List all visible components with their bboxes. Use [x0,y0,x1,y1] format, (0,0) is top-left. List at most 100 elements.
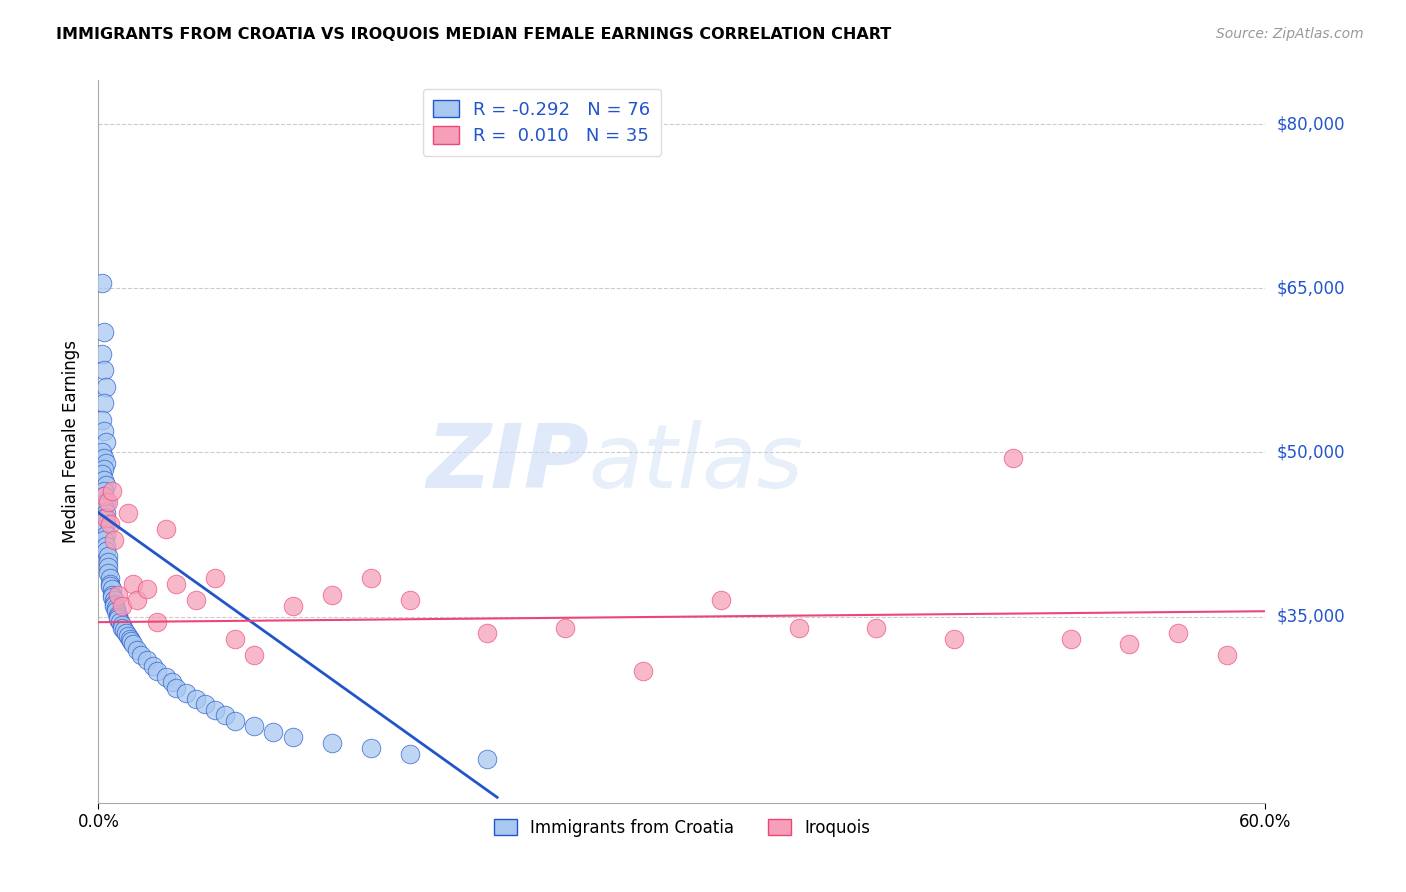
Point [93,450,115,465]
Point [93,325,115,339]
Point [214,708,236,723]
Point [1118,637,1140,651]
Point [114,626,136,640]
Point [98,516,121,531]
Point [93,483,115,498]
Point [98,571,121,585]
Point [97,494,120,508]
Text: ZIP: ZIP [426,420,589,507]
Point [224,714,246,728]
Point [146,665,169,679]
Point [146,615,169,630]
Point [104,601,127,615]
Point [91,276,114,290]
Point [103,599,125,613]
Point [174,686,197,700]
Point [96,544,118,558]
Point [136,653,159,667]
Point [111,618,134,632]
Text: $65,000: $65,000 [1277,279,1346,297]
Point [91,445,114,459]
Point [262,724,284,739]
Point [360,571,382,585]
Point [97,555,120,569]
Point [96,478,118,492]
Point [103,597,125,611]
Point [165,577,187,591]
Point [321,588,343,602]
Point [281,599,304,613]
Point [162,675,184,690]
Point [111,599,134,613]
Point [194,698,217,712]
Point [1167,626,1189,640]
Point [121,633,143,648]
Point [127,593,149,607]
Point [127,642,149,657]
Point [93,363,115,377]
Point [91,467,114,482]
Legend: Immigrants from Croatia, Iroquois: Immigrants from Croatia, Iroquois [485,810,879,845]
Point [184,691,207,706]
Point [321,735,343,749]
Point [204,571,226,585]
Text: Source: ZipAtlas.com: Source: ZipAtlas.com [1216,27,1364,41]
Point [93,489,115,503]
Point [111,621,134,635]
Point [96,516,118,531]
Point [91,347,114,361]
Point [1215,648,1237,662]
Point [97,566,120,580]
Point [360,741,382,756]
Point [97,560,120,574]
Point [117,506,139,520]
Point [101,582,124,597]
Point [398,747,420,761]
Text: $50,000: $50,000 [1277,443,1346,461]
Point [787,621,810,635]
Point [104,604,127,618]
Text: atlas: atlas [589,420,803,507]
Point [93,533,115,547]
Point [96,494,118,508]
Point [122,577,145,591]
Point [112,623,135,637]
Point [107,607,129,622]
Point [93,424,115,438]
Point [631,665,654,679]
Point [1060,632,1083,646]
Point [101,483,124,498]
Point [142,659,165,673]
Point [117,629,139,643]
Point [165,681,187,695]
Point [118,632,141,646]
Point [477,752,499,766]
Point [93,473,115,487]
Point [93,511,115,525]
Point [107,609,129,624]
Point [93,500,115,515]
Point [1001,450,1024,465]
Point [710,593,733,607]
Point [96,539,118,553]
Point [398,593,420,607]
Point [865,621,887,635]
Point [101,590,124,604]
Point [155,670,177,684]
Point [554,621,576,635]
Point [129,648,152,662]
Point [96,506,118,520]
Point [477,626,499,640]
Point [108,615,131,630]
Point [243,648,266,662]
Point [943,632,966,646]
Point [184,593,207,607]
Y-axis label: Median Female Earnings: Median Female Earnings [62,340,80,543]
Point [101,588,124,602]
Point [97,549,120,564]
Point [93,462,115,476]
Point [98,579,121,593]
Text: $80,000: $80,000 [1277,115,1346,133]
Point [281,730,304,744]
Point [103,593,125,607]
